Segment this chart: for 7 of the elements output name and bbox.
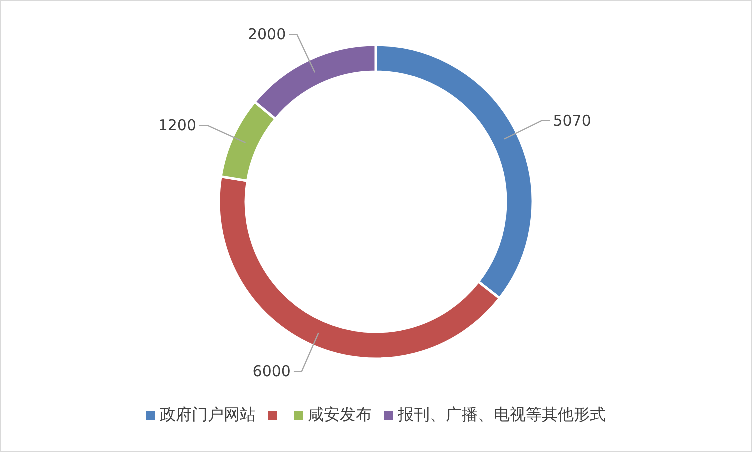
data-label: 6000 [252, 362, 291, 381]
legend-label: 政府门户网站 [160, 405, 256, 424]
data-label: 2000 [248, 26, 286, 44]
data-label: 5070 [553, 112, 592, 130]
data-label: 1200 [158, 116, 197, 135]
legend-label: 报刊、广播、电视等其他形式 [397, 405, 606, 424]
legend-label: 咸安发布 [308, 405, 372, 424]
